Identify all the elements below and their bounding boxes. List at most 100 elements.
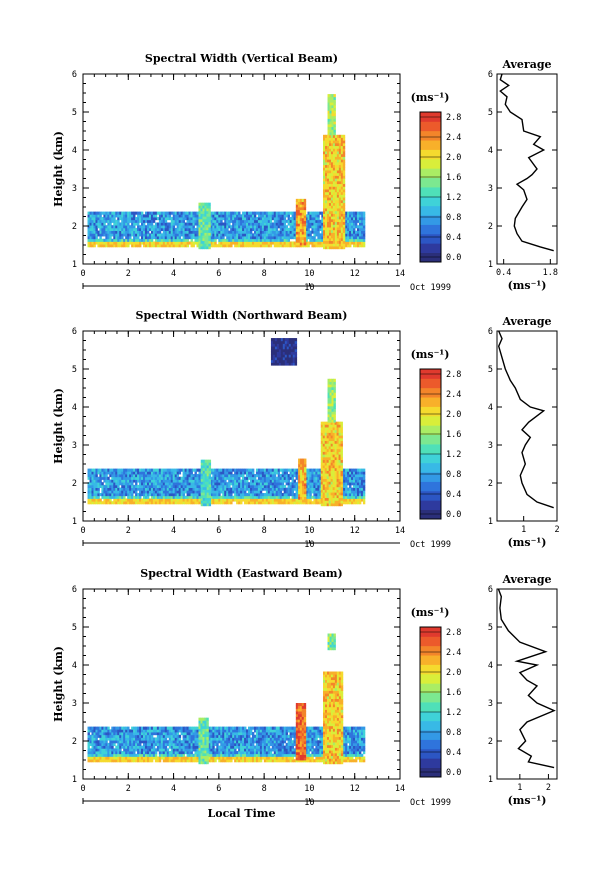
heatmap-cell: [253, 227, 257, 232]
heatmap-cell: [305, 479, 308, 483]
heatmap-cell: [186, 484, 189, 489]
heatmap-cell: [343, 468, 346, 472]
heatmap-cell: [328, 240, 332, 244]
heatmap-cell: [301, 215, 305, 219]
heatmap-cell: [304, 496, 307, 500]
heatmap-cell: [178, 482, 182, 486]
heatmap-cell: [297, 228, 301, 232]
heatmap-cell: [113, 238, 116, 242]
heatmap-cell: [326, 140, 330, 144]
heatmap-cell: [291, 214, 294, 218]
heatmap-cell: [135, 241, 138, 245]
heatmap-cell: [103, 476, 106, 480]
heatmap-cell: [91, 214, 94, 218]
heatmap-cell: [263, 219, 267, 223]
heatmap-cell: [172, 468, 176, 472]
heatmap-cell: [287, 487, 291, 491]
heatmap-cell: [261, 225, 265, 229]
heatmap-cell: [277, 241, 281, 245]
heatmap-cell: [356, 230, 360, 234]
heatmap-cell: [121, 214, 124, 218]
heatmap-cell: [210, 482, 213, 486]
heatmap-cell: [141, 233, 144, 237]
heatmap-cell: [265, 225, 269, 229]
heatmap-cell: [135, 238, 138, 242]
heatmap-cell: [332, 145, 336, 149]
heatmap-cell: [196, 222, 199, 226]
heatmap-cell: [139, 501, 142, 505]
heatmap-cell: [301, 223, 305, 227]
heatmap-cell: [184, 484, 187, 489]
heatmap-cell: [186, 479, 189, 483]
heatmap-cell: [353, 474, 356, 478]
heatmap-cell: [300, 472, 303, 476]
heatmap-cell: [342, 142, 346, 147]
heatmap-cell: [342, 210, 346, 214]
heatmap-cell: [277, 476, 281, 480]
heatmap-cell: [293, 219, 296, 223]
heatmap-cell: [326, 492, 330, 496]
heatmap-cell: [232, 476, 235, 480]
heatmap-cell: [208, 473, 212, 477]
heatmap-cell: [186, 236, 189, 240]
heatmap-cell: [99, 241, 102, 245]
heatmap-cell: [113, 219, 116, 223]
heatmap-cell: [162, 244, 166, 248]
heatmap-cell: [202, 232, 205, 236]
heatmap-cell: [338, 156, 342, 160]
heatmap-cell: [146, 241, 150, 245]
heatmap-cell: [238, 490, 241, 494]
heatmap-cell: [305, 222, 308, 226]
heatmap-cell: [210, 501, 213, 505]
heatmap-cell: [326, 451, 330, 455]
heatmap-cell: [218, 476, 221, 480]
heatmap-cell: [200, 486, 204, 490]
heatmap-cell: [360, 476, 364, 480]
heatmap-cell: [298, 464, 301, 468]
heatmap-cell: [244, 222, 247, 226]
heatmap-cell: [242, 495, 245, 499]
heatmap-cell: [325, 159, 328, 163]
heatmap-cell: [338, 145, 342, 149]
heatmap-cell: [249, 225, 253, 229]
heatmap-cell: [342, 232, 346, 236]
heatmap-cell: [259, 217, 263, 221]
heatmap-cell: [336, 161, 340, 166]
heatmap-cell: [105, 501, 108, 505]
heatmap-cell: [180, 225, 184, 229]
heatmap-cell: [307, 233, 310, 237]
heatmap-cell: [325, 208, 328, 212]
heatmap-cell: [95, 479, 98, 483]
heatmap-cell: [97, 219, 100, 223]
heatmap-cell: [334, 240, 338, 244]
heatmap-cell: [93, 241, 96, 245]
heatmap-cell: [99, 217, 102, 221]
heatmap-cell: [200, 232, 203, 236]
heatmap-cell: [338, 167, 342, 171]
heatmap-cell: [334, 456, 337, 461]
heatmap-cell: [190, 233, 193, 237]
heatmap-cell: [317, 230, 320, 234]
y-tick-label: 6: [72, 70, 77, 80]
heatmap-cell: [338, 232, 342, 236]
heatmap-cell: [324, 492, 328, 496]
heatmap-cell: [208, 459, 212, 463]
heatmap-cell: [320, 459, 324, 463]
heatmap-cell: [289, 498, 292, 502]
heatmap-cell: [328, 167, 332, 171]
heatmap-cell: [129, 468, 132, 472]
heatmap-cell: [328, 503, 332, 507]
heatmap-cell: [325, 235, 328, 239]
heatmap-cell: [200, 227, 203, 231]
heatmap-cell: [291, 471, 294, 475]
heatmap-cell: [174, 471, 178, 475]
heatmap-cell: [158, 227, 162, 232]
heatmap-cell: [257, 238, 261, 242]
heatmap-cell: [178, 476, 182, 480]
heatmap-cell: [358, 241, 362, 245]
heatmap-cell: [281, 211, 285, 215]
heatmap-cell: [212, 219, 215, 223]
heatmap-cell: [131, 468, 134, 472]
heatmap-cell: [355, 222, 358, 226]
heatmap-cell: [261, 233, 265, 237]
